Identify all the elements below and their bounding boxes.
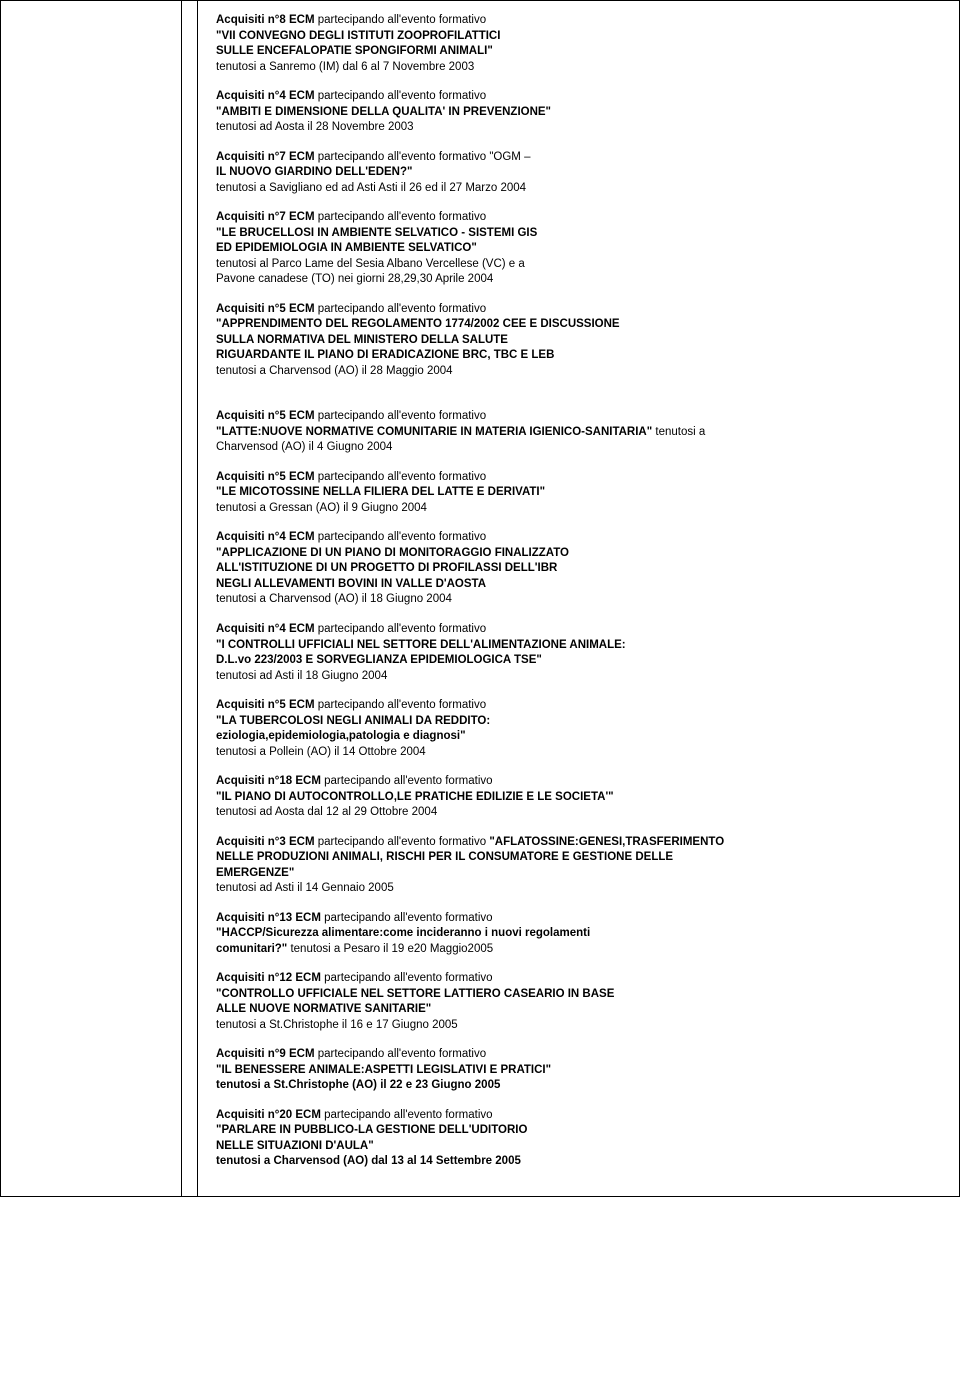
entry-title-line: "I CONTROLLI UFFICIALI NEL SETTORE DELL'…: [216, 639, 626, 651]
ecm-credit: Acquisiti n°5 ECM: [216, 699, 315, 711]
entry-title-line: tenutosi a St.Christophe (AO) il 22 e 23…: [216, 1079, 500, 1091]
entry-title-line: EMERGENZE": [216, 867, 294, 879]
entry-title-line: "VII CONVEGNO DEGLI ISTITUTI ZOOPROFILAT…: [216, 30, 500, 42]
entry-mid-text: partecipando all'evento formativo: [315, 90, 487, 102]
entry-title-line: "IL BENESSERE ANIMALE:ASPETTI LEGISLATIV…: [216, 1064, 551, 1076]
ecm-credit: Acquisiti n°5 ECM: [216, 303, 315, 315]
entry-title: "LATTE:NUOVE NORMATIVE COMUNITARIE IN MA…: [216, 426, 652, 438]
entry-mid-text: partecipando all'evento formativo: [315, 14, 487, 26]
entry-location: tenutosi a Charvensod (AO) il 18 Giugno …: [216, 593, 452, 605]
entry-location: tenutosi a Pesaro il 19 e20 Maggio2005: [287, 943, 493, 955]
entry-title-line: SULLE ENCEFALOPATIE SPONGIFORMI ANIMALI": [216, 45, 493, 57]
entry-mid-text: partecipando all'evento formativo: [321, 972, 493, 984]
ecm-credit: Acquisiti n°9 ECM: [216, 1048, 315, 1060]
entry-title-line: "IL PIANO DI AUTOCONTROLLO,LE PRATICHE E…: [216, 791, 614, 803]
ecm-credit: Acquisiti n°18 ECM: [216, 775, 321, 787]
ecm-entry: Acquisiti n°13 ECM partecipando all'even…: [216, 911, 941, 958]
entry-title-line: eziologia,epidemiologia,patologia e diag…: [216, 730, 466, 742]
entry-title-line: "PARLARE IN PUBBLICO-LA GESTIONE DELL'UD…: [216, 1124, 527, 1136]
ecm-entry: Acquisiti n°4 ECM partecipando all'event…: [216, 530, 941, 608]
entry-location-inline: tenutosi a: [652, 426, 705, 438]
entry-title-line: comunitari?": [216, 943, 287, 955]
entry-title-line: RIGUARDANTE IL PIANO DI ERADICAZIONE BRC…: [216, 349, 554, 361]
ecm-entry: Acquisiti n°5 ECM partecipando all'event…: [216, 698, 941, 760]
entry-title-line: NELLE PRODUZIONI ANIMALI, RISCHI PER IL …: [216, 851, 673, 863]
entry-location: tenutosi ad Asti il 14 Gennaio 2005: [216, 882, 394, 894]
ecm-entry: Acquisiti n°8 ECM partecipando all'event…: [216, 13, 941, 75]
entry-location: tenutosi al Parco Lame del Sesia Albano …: [216, 258, 525, 270]
ecm-entry: Acquisiti n°4 ECM partecipando all'event…: [216, 89, 941, 136]
entry-mid-text: partecipando all'evento formativo: [321, 912, 493, 924]
ecm-credit: Acquisiti n°5 ECM: [216, 471, 315, 483]
entry-mid-text: partecipando all'evento formativo: [315, 410, 487, 422]
left-margin-column: [0, 1, 182, 1196]
entry-mid-text: partecipando all'evento formativo: [315, 303, 487, 315]
ecm-credit: Acquisiti n°8 ECM: [216, 14, 315, 26]
ecm-credit: Acquisiti n°7 ECM: [216, 151, 315, 163]
separator-column: [182, 1, 198, 1196]
entry-mid-text: partecipando all'evento formativo: [315, 1048, 487, 1060]
content-column: Acquisiti n°8 ECM partecipando all'event…: [198, 1, 960, 1196]
ecm-credit: Acquisiti n°20 ECM: [216, 1109, 321, 1121]
entry-title-line: "LA TUBERCOLOSI NEGLI ANIMALI DA REDDITO…: [216, 715, 490, 727]
entry-title-inline: "AFLATOSSINE:GENESI,TRASFERIMENTO: [489, 836, 724, 848]
entry-title-line: D.L.vo 223/2003 E SORVEGLIANZA EPIDEMIOL…: [216, 654, 542, 666]
entry-location: tenutosi a Sanremo (IM) dal 6 al 7 Novem…: [216, 61, 474, 73]
entry-location: tenutosi ad Asti il 18 Giugno 2004: [216, 670, 387, 682]
ecm-entry: Acquisiti n°20 ECM partecipando all'even…: [216, 1108, 941, 1170]
ecm-entry: Acquisiti n°5 ECM partecipando all'event…: [216, 409, 941, 456]
entry-mid-text: partecipando all'evento formativo: [315, 836, 490, 848]
entry-mid-text: partecipando all'evento formativo: [315, 531, 487, 543]
ecm-credit: Acquisiti n°12 ECM: [216, 972, 321, 984]
entry-mid-text: partecipando all'evento formativo: [321, 1109, 493, 1121]
entry-location: tenutosi a Pollein (AO) il 14 Ottobre 20…: [216, 746, 426, 758]
ecm-entry: Acquisiti n°18 ECM partecipando all'even…: [216, 774, 941, 821]
ecm-credit: Acquisiti n°4 ECM: [216, 623, 315, 635]
entry-title-line: "AMBITI E DIMENSIONE DELLA QUALITA' IN P…: [216, 106, 551, 118]
entry-location: tenutosi a Charvensod (AO) il 28 Maggio …: [216, 365, 453, 377]
entry-title-line: ALLE NUOVE NORMATIVE SANITARIE": [216, 1003, 431, 1015]
entry-title-line: "CONTROLLO UFFICIALE NEL SETTORE LATTIER…: [216, 988, 614, 1000]
entry-title-line: "LE MICOTOSSINE NELLA FILIERA DEL LATTE …: [216, 486, 545, 498]
entry-title-line: "LE BRUCELLOSI IN AMBIENTE SELVATICO - S…: [216, 227, 537, 239]
entry-mid-text: partecipando all'evento formativo: [315, 699, 487, 711]
entry-title-line: ALL'ISTITUZIONE DI UN PROGETTO DI PROFIL…: [216, 562, 557, 574]
entry-location: tenutosi a St.Christophe il 16 e 17 Giug…: [216, 1019, 458, 1031]
ecm-entry: Acquisiti n°12 ECM partecipando all'even…: [216, 971, 941, 1033]
entry-location: Pavone canadese (TO) nei giorni 28,29,30…: [216, 273, 493, 285]
ecm-entry: Acquisiti n°5 ECM partecipando all'event…: [216, 470, 941, 517]
document-frame: Acquisiti n°8 ECM partecipando all'event…: [0, 0, 960, 1197]
ecm-entry: Acquisiti n°9 ECM partecipando all'event…: [216, 1047, 941, 1094]
ecm-entry: Acquisiti n°7 ECM partecipando all'event…: [216, 210, 941, 288]
entry-location: tenutosi ad Aosta dal 12 al 29 Ottobre 2…: [216, 806, 437, 818]
entry-title-line: IL NUOVO GIARDINO DELL'EDEN?": [216, 166, 412, 178]
ecm-credit: Acquisiti n°13 ECM: [216, 912, 321, 924]
entry-location: tenutosi ad Aosta il 28 Novembre 2003: [216, 121, 414, 133]
entry-location: Charvensod (AO) il 4 Giugno 2004: [216, 441, 392, 453]
entry-mid-text: partecipando all'evento formativo: [321, 775, 493, 787]
entry-mid-text: partecipando all'evento formativo: [315, 471, 487, 483]
entry-title-line: tenutosi a Charvensod (AO) dal 13 al 14 …: [216, 1155, 521, 1167]
entry-title-line: "APPLICAZIONE DI UN PIANO DI MONITORAGGI…: [216, 547, 569, 559]
entry-mid-text: partecipando all'evento formativo: [315, 623, 487, 635]
entry-mid-text: partecipando all'evento formativo: [315, 211, 487, 223]
ecm-credit: Acquisiti n°3 ECM: [216, 836, 315, 848]
entry-title-line: NEGLI ALLEVAMENTI BOVINI IN VALLE D'AOST…: [216, 578, 486, 590]
entry-title-line: SULLA NORMATIVA DEL MINISTERO DELLA SALU…: [216, 334, 508, 346]
entry-location: tenutosi a Savigliano ed ad Asti Asti il…: [216, 182, 526, 194]
entry-title-line: ED EPIDEMIOLOGIA IN AMBIENTE SELVATICO": [216, 242, 477, 254]
ecm-credit: Acquisiti n°4 ECM: [216, 531, 315, 543]
ecm-credit: Acquisiti n°7 ECM: [216, 211, 315, 223]
entry-location: tenutosi a Gressan (AO) il 9 Giugno 2004: [216, 502, 427, 514]
ecm-credit: Acquisiti n°5 ECM: [216, 410, 315, 422]
ecm-entry: Acquisiti n°7 ECM partecipando all'event…: [216, 150, 941, 197]
ecm-entry: Acquisiti n°5 ECM partecipando all'event…: [216, 302, 941, 380]
entry-title-line: "APPRENDIMENTO DEL REGOLAMENTO 1774/2002…: [216, 318, 620, 330]
ecm-entry: Acquisiti n°4 ECM partecipando all'event…: [216, 622, 941, 684]
ecm-entry: Acquisiti n°3 ECM partecipando all'event…: [216, 835, 941, 897]
entry-mid-text: partecipando all'evento formativo "OGM –: [315, 151, 531, 163]
entry-title-line: "HACCP/Sicurezza alimentare:come incider…: [216, 927, 590, 939]
entry-title-line: NELLE SITUAZIONI D'AULA": [216, 1140, 374, 1152]
ecm-credit: Acquisiti n°4 ECM: [216, 90, 315, 102]
